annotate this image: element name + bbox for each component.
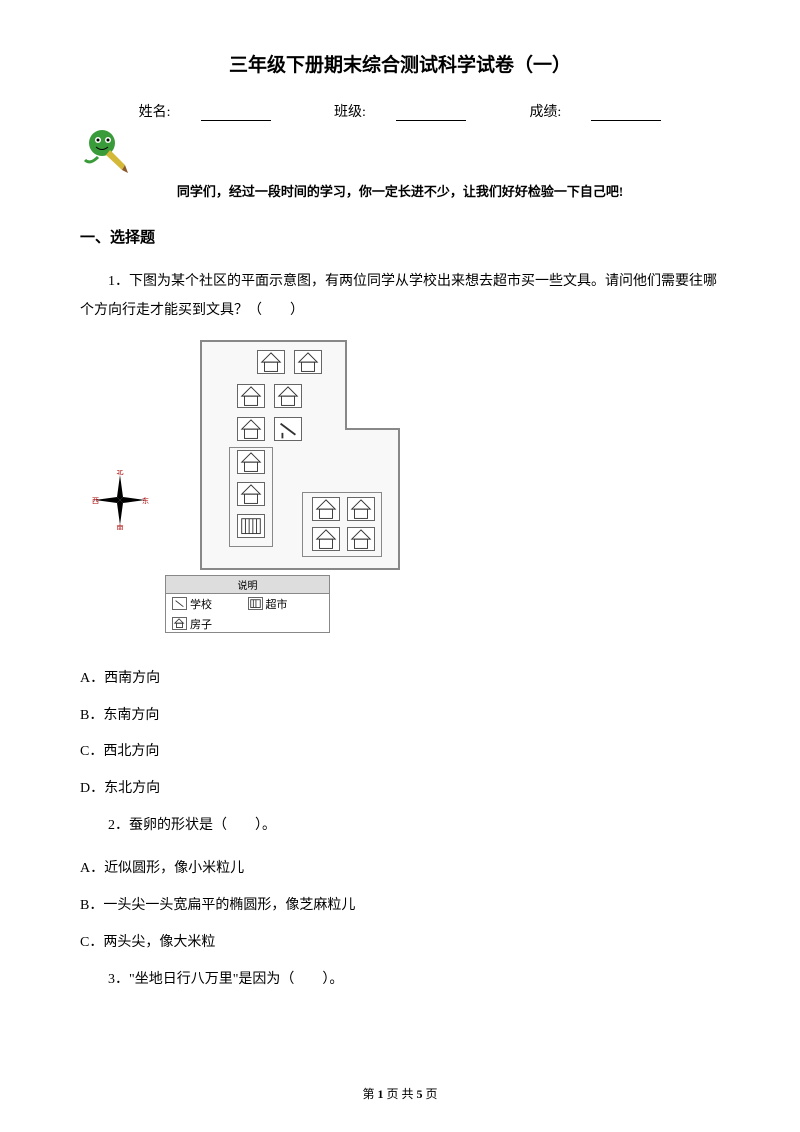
house-icon: [274, 384, 302, 408]
school-icon: [274, 417, 302, 441]
q1-option-b: B．东南方向: [80, 701, 720, 732]
svg-text:西: 西: [92, 497, 99, 505]
svg-text:南: 南: [117, 523, 124, 530]
score-label: 成绩:: [514, 105, 676, 120]
map-legend: 说明 学校 超市 房子: [165, 575, 330, 633]
question-3: 3．"坐地日行八万里"是因为（ ）。: [80, 965, 720, 994]
name-field[interactable]: [201, 105, 271, 121]
legend-school: 学校: [172, 596, 248, 612]
class-field[interactable]: [396, 105, 466, 121]
q2-option-a: A．近似圆形，像小米粒儿: [80, 854, 720, 885]
legend-supermarket: 超市: [248, 596, 324, 612]
q1-option-c: C．西北方向: [80, 737, 720, 768]
intro-text: 同学们，经过一段时间的学习，你一定长进不少，让我们好好检验一下自己吧!: [80, 181, 720, 200]
map-area: [200, 340, 400, 570]
q1-option-a: A．西南方向: [80, 664, 720, 695]
class-label: 班级:: [319, 105, 481, 120]
student-info-row: 姓名: 班级: 成绩:: [80, 101, 720, 121]
house-icon: [237, 384, 265, 408]
svg-text:北: 北: [117, 470, 124, 476]
q2-option-b: B．一头尖一头宽扁平的椭圆形，像芝麻粒儿: [80, 891, 720, 922]
compass-icon: 北 南 西 东: [90, 470, 150, 530]
name-label: 姓名:: [124, 105, 286, 120]
page-footer: 第 1 页 共 5 页: [0, 1085, 800, 1102]
q1-option-d: D．东北方向: [80, 774, 720, 805]
q2-option-c: C．两头尖，像大米粒: [80, 928, 720, 959]
question-1: 1．下图为某个社区的平面示意图，有两位同学从学校出来想去超市买一些文具。请问他们…: [80, 267, 720, 326]
community-map-diagram: 北 南 西 东 说明 学校 超市 房子: [120, 340, 440, 640]
score-field[interactable]: [591, 105, 661, 121]
section-1-header: 一、选择题: [80, 226, 720, 247]
legend-house: 房子: [172, 616, 323, 632]
house-icon: [257, 350, 285, 374]
pencil-icon: [80, 125, 130, 175]
svg-text:东: 东: [142, 496, 149, 505]
legend-header: 说明: [166, 576, 329, 594]
house-icon: [237, 417, 265, 441]
house-icon: [294, 350, 322, 374]
exam-title: 三年级下册期末综合测试科学试卷（一）: [80, 50, 720, 77]
question-2: 2．蚕卵的形状是（ ）。: [80, 811, 720, 840]
